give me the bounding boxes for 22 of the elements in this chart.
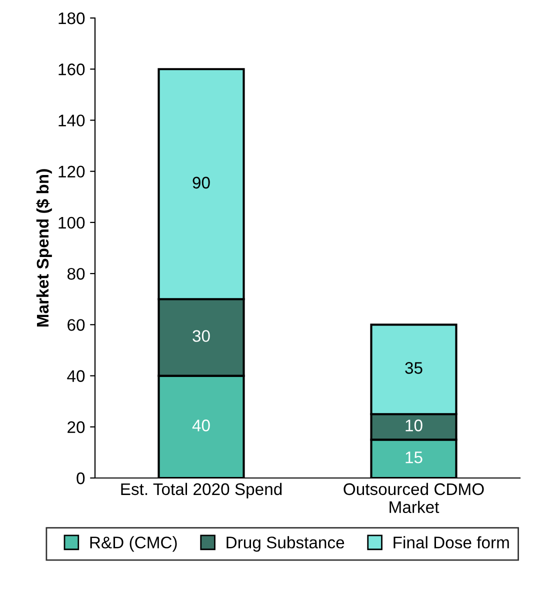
legend-label: Drug Substance bbox=[226, 536, 344, 552]
legend-label: R&D (CMC) bbox=[90, 536, 177, 552]
data-label: 10 bbox=[406, 420, 422, 432]
y-tick-label: 160 bbox=[58, 64, 85, 76]
data-label: 30 bbox=[192, 330, 210, 342]
y-tick-label: 0 bbox=[76, 472, 85, 484]
y-tick-label: 80 bbox=[67, 268, 85, 280]
x-tick-label: Outsourced CDMO Market bbox=[344, 482, 484, 514]
y-tick-label: 60 bbox=[68, 319, 85, 331]
y-tick-label: 140 bbox=[58, 114, 85, 126]
data-label: 15 bbox=[406, 452, 422, 464]
y-tick-label: 20 bbox=[68, 421, 85, 434]
y-tick-label: 40 bbox=[67, 370, 85, 382]
data-label: 35 bbox=[405, 362, 422, 374]
y-tick-label: 120 bbox=[58, 166, 85, 178]
y-axis-title: Market Spend ($ bn) bbox=[36, 169, 52, 327]
x-tick-label: Est. Total 2020 Spend bbox=[121, 482, 282, 498]
legend-label: Final Dose form bbox=[394, 536, 509, 548]
y-tick-label: 180 bbox=[58, 12, 85, 24]
data-label: 40 bbox=[192, 420, 210, 432]
y-tick-label: 100 bbox=[58, 216, 85, 229]
data-label: 90 bbox=[192, 176, 210, 189]
